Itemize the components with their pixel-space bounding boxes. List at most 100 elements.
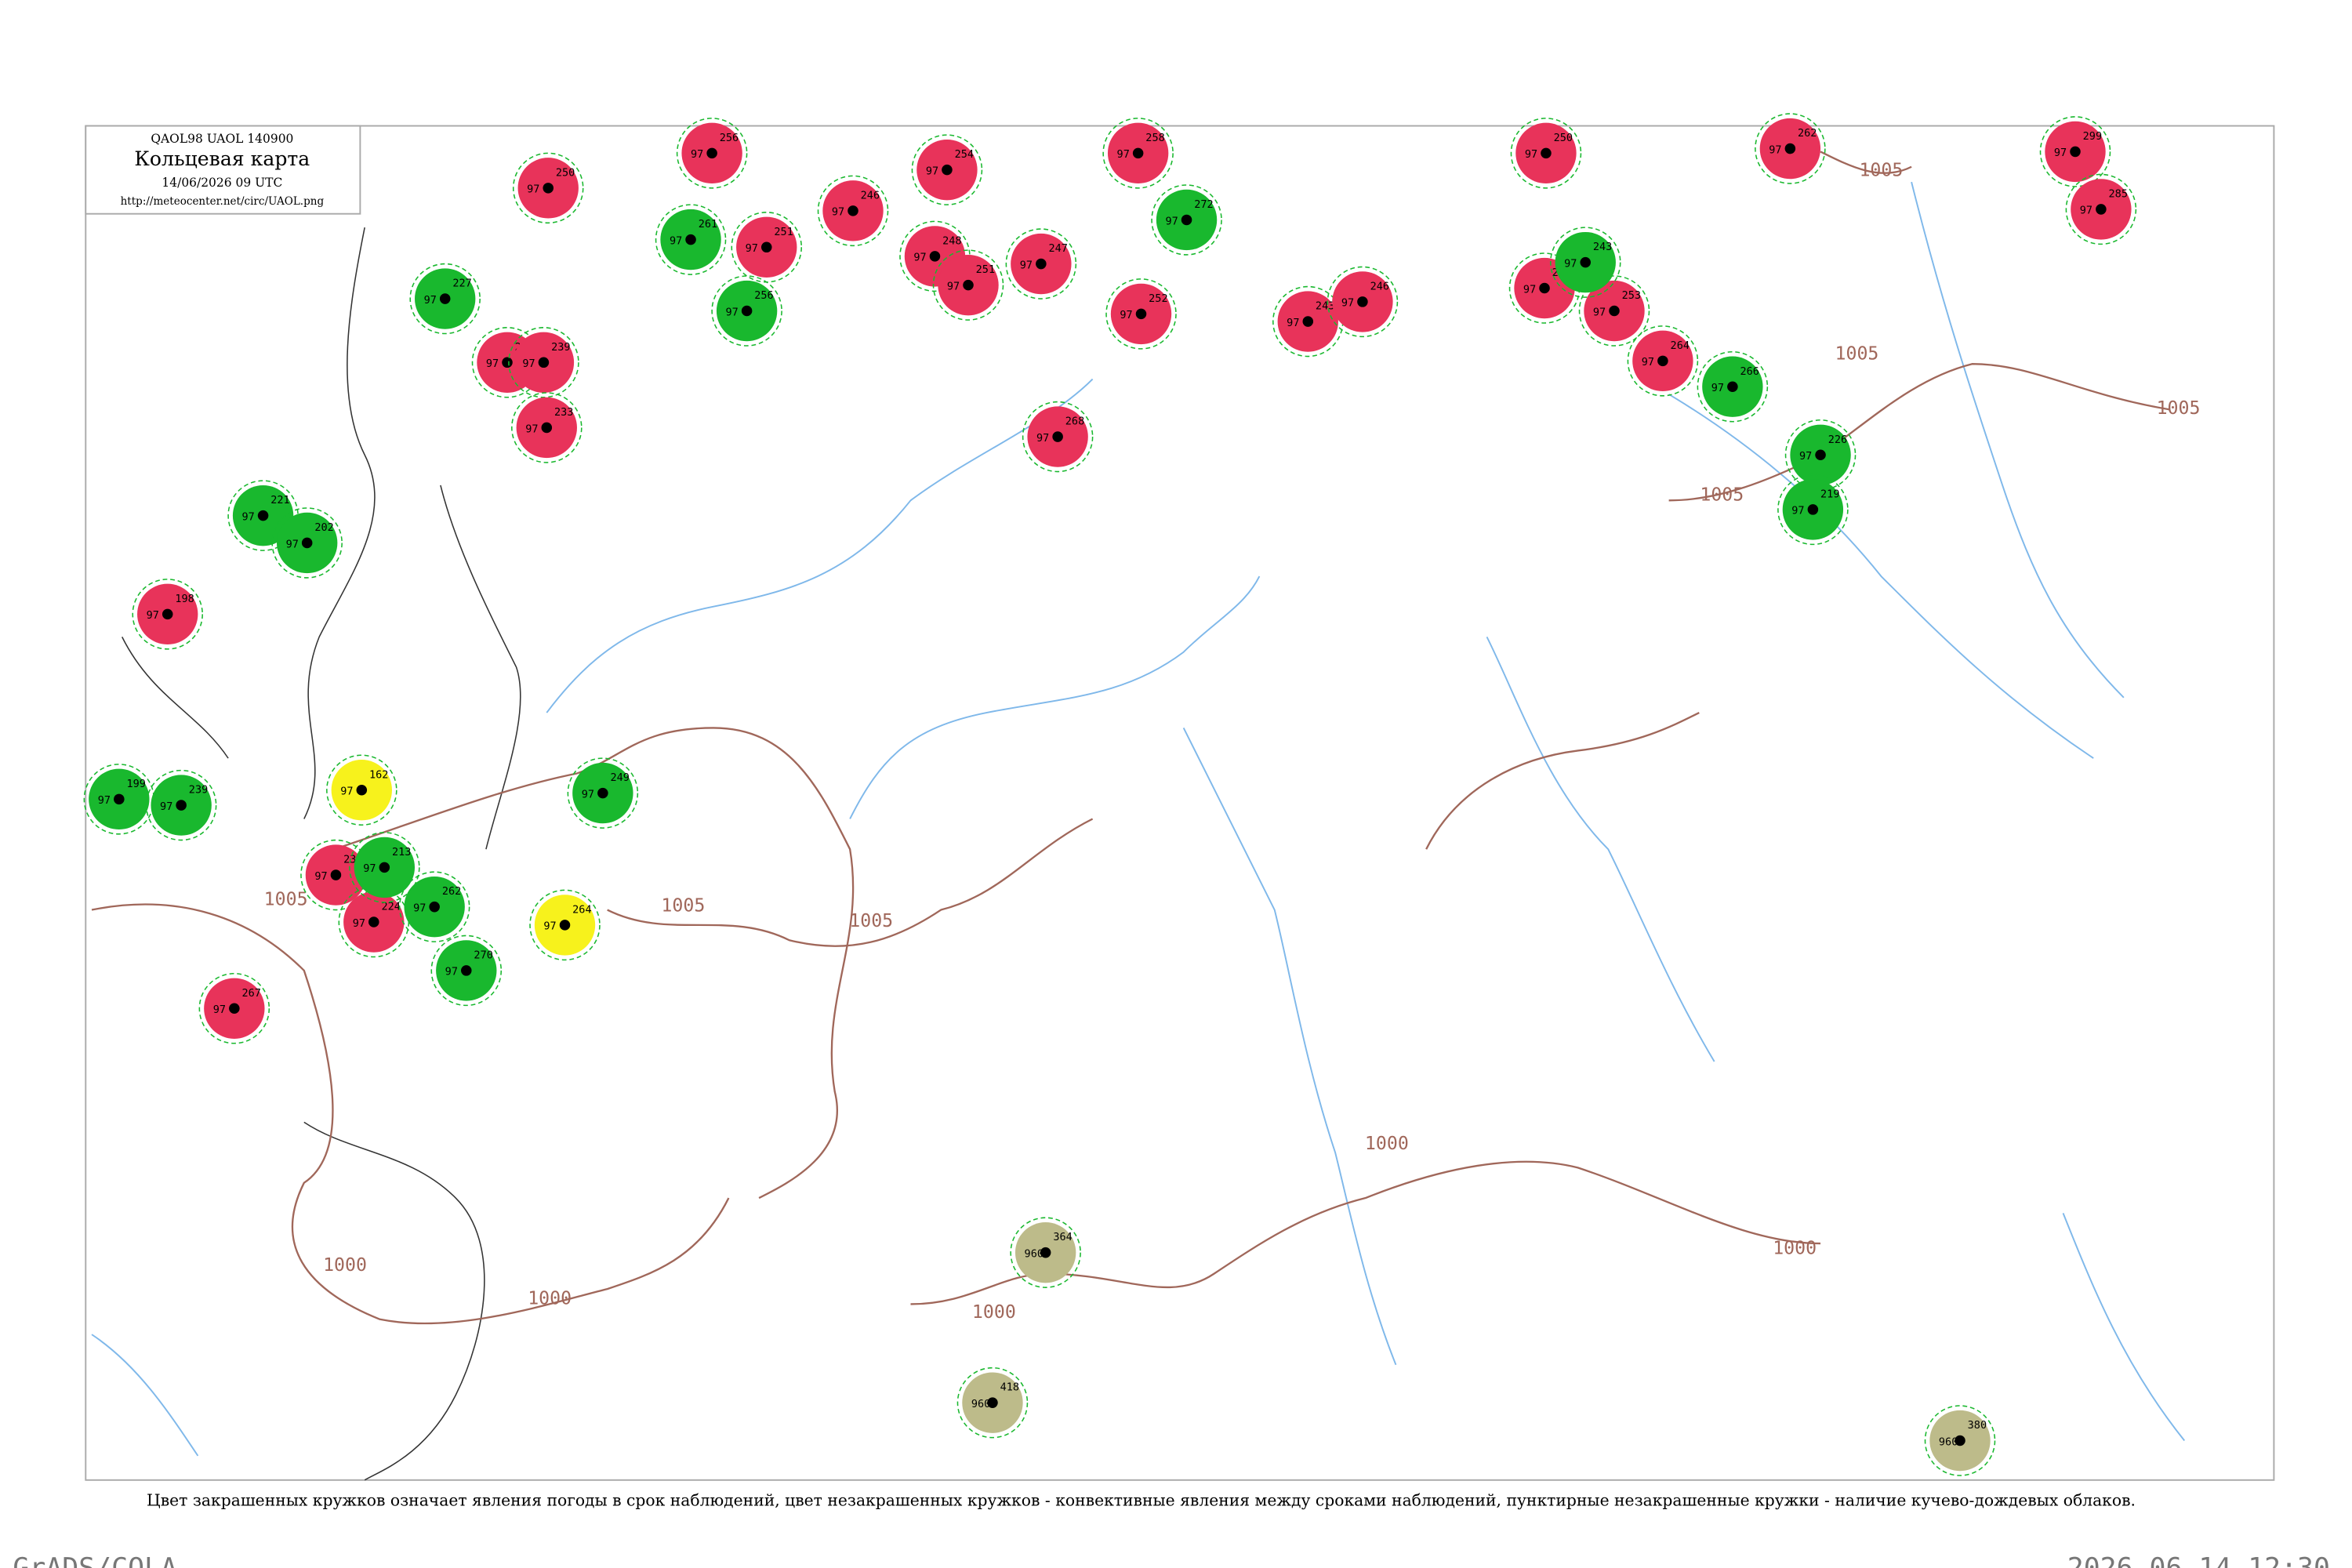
station-ring — [676, 118, 748, 189]
station-pressure: 202 — [314, 521, 333, 534]
station-code: 97 — [926, 165, 938, 177]
station-code: 97 — [1593, 306, 1606, 318]
station-dot — [176, 800, 187, 811]
station-ring — [198, 973, 270, 1044]
station-ring — [655, 204, 727, 275]
isobar-labels: 1005 1005 1005 1005 1005 1005 1005 1000 1000 1000… — [264, 159, 2201, 1322]
station-code: 97 — [1799, 450, 1812, 463]
station-dot — [1541, 147, 1552, 159]
station-dot — [963, 279, 974, 291]
station: 247 97 — [1005, 228, 1077, 299]
station-code: 97 — [1020, 259, 1033, 271]
station-pressure: 198 — [175, 593, 194, 605]
station-pressure: 243 — [1593, 241, 1612, 253]
station-pressure: 251 — [976, 263, 995, 276]
station-pressure: 253 — [1622, 289, 1641, 302]
station-ring — [145, 769, 217, 841]
station: 256 97 — [676, 118, 748, 189]
station-pressure: 254 — [955, 148, 974, 161]
station-code: 97 — [543, 920, 556, 933]
station-ring — [326, 754, 397, 826]
station-code: 97 — [913, 252, 926, 264]
station-dot — [1040, 1247, 1051, 1258]
station-code: 97 — [1769, 143, 1781, 156]
station-pressure: 364 — [1053, 1231, 1072, 1243]
station-dot — [2070, 146, 2081, 158]
station-ring — [511, 392, 583, 463]
station-ring — [1510, 118, 1582, 189]
station-code: 97 — [1165, 215, 1178, 227]
station-code: 97 — [1564, 257, 1577, 270]
station-code: 97 — [1287, 317, 1299, 329]
station-ring — [1627, 325, 1699, 397]
station: 299 97 — [2039, 116, 2111, 187]
station-ring — [512, 152, 584, 224]
station-dot — [848, 205, 858, 216]
isobar-label: 1005 — [1700, 484, 1744, 505]
header-box: QAOL98 UAOL 140900 Кольцевая карта 14/06… — [85, 125, 361, 215]
station-ring — [349, 832, 420, 903]
station-code: 97 — [2080, 205, 2092, 217]
station-pressure: 264 — [1671, 339, 1690, 352]
caption: Цвет закрашенных кружков означает явлени… — [147, 1491, 2136, 1510]
station-pressure: 224 — [381, 901, 400, 913]
station-pressure: 380 — [1968, 1419, 1987, 1432]
station-dot — [379, 862, 390, 873]
station: 250 97 — [1510, 118, 1582, 189]
station-pressure: 266 — [1740, 365, 1759, 378]
station-pressure: 272 — [1194, 198, 1213, 211]
station-dot — [929, 251, 941, 262]
isobar-label: 1000 — [1773, 1238, 1817, 1259]
station-ring — [1022, 401, 1094, 473]
station-dot — [429, 901, 440, 913]
station-dot — [559, 920, 571, 931]
station-pressure: 256 — [720, 132, 739, 144]
isobar-label: 1005 — [661, 895, 705, 916]
station-pressure: 285 — [2109, 187, 2128, 200]
station-pressure: 268 — [1065, 416, 1084, 428]
station-code: 97 — [2054, 147, 2067, 159]
station: 219 97 — [1777, 474, 1849, 546]
station-dot — [356, 784, 368, 796]
station-pressure: 264 — [572, 903, 591, 916]
station-code: 97 — [726, 306, 739, 318]
station-ring — [932, 249, 1004, 321]
station: 262 97 — [1755, 113, 1826, 184]
station-pressure: 261 — [699, 218, 717, 230]
station: 253 97 — [1578, 275, 1650, 347]
station: 250 97 — [512, 152, 584, 224]
isobar-label: 1005 — [849, 910, 893, 931]
header-frame — [85, 125, 361, 215]
station-ring — [398, 871, 470, 942]
station: 243 97 — [1272, 285, 1344, 358]
station-ring — [1010, 1217, 1081, 1288]
station: 202 97 — [271, 507, 343, 579]
station-ring — [1697, 350, 1769, 423]
station-pressure: 262 — [442, 885, 461, 898]
station-code: 97 — [1117, 148, 1130, 161]
station-code: 97 — [947, 280, 960, 292]
station-pressure: 418 — [1000, 1381, 1019, 1394]
station: 261 97 — [655, 204, 727, 275]
station-dot — [760, 241, 772, 253]
station-ring — [508, 327, 579, 398]
station: 272 97 — [1151, 184, 1222, 256]
header-title: Кольцевая карта — [134, 147, 310, 170]
station-dot — [1132, 147, 1144, 159]
station-code: 97 — [147, 609, 159, 622]
station-code: 97 — [213, 1004, 226, 1016]
station-ring — [132, 579, 203, 650]
station-ring — [956, 1367, 1029, 1439]
station-pressure: 258 — [1145, 132, 1164, 144]
isobar-label: 1005 — [1835, 343, 1879, 364]
station: 258 97 — [1102, 118, 1174, 189]
station: 285 97 — [2065, 173, 2137, 245]
isobar-label: 1005 — [1859, 159, 1903, 180]
station-ring — [1005, 228, 1077, 299]
station-pressure: 221 — [270, 494, 289, 506]
station-dot — [1955, 1435, 1965, 1446]
isobar-label: 1000 — [1365, 1133, 1409, 1154]
station-code: 97 — [670, 234, 682, 247]
